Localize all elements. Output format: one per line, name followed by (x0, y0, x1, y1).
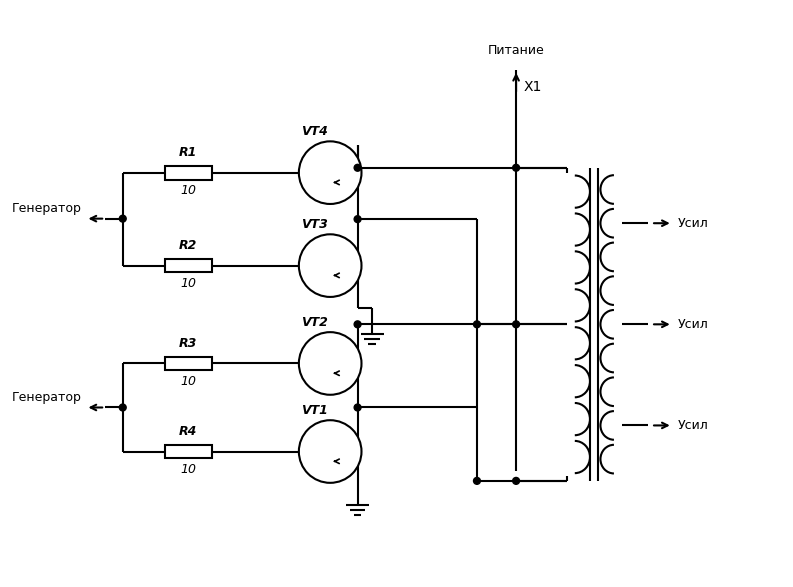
Bar (165, 445, 212, 458)
Circle shape (119, 404, 126, 411)
Circle shape (473, 321, 481, 328)
Text: VT1: VT1 (301, 404, 328, 417)
Circle shape (299, 141, 362, 204)
Circle shape (299, 420, 362, 483)
Bar (165, 166, 212, 180)
Text: Питание: Питание (488, 44, 545, 57)
Circle shape (512, 164, 519, 171)
Text: VT3: VT3 (301, 218, 328, 231)
Text: Генератор: Генератор (12, 203, 82, 215)
Text: Генератор: Генератор (12, 391, 82, 404)
Bar (165, 259, 212, 272)
Circle shape (354, 404, 361, 411)
Circle shape (473, 477, 481, 484)
Circle shape (354, 164, 361, 171)
Circle shape (299, 332, 362, 395)
Text: R2: R2 (179, 239, 197, 252)
Text: Усил: Усил (677, 419, 708, 432)
Text: 10: 10 (180, 375, 197, 388)
Text: 10: 10 (180, 184, 197, 197)
Text: Усил: Усил (677, 217, 708, 230)
Circle shape (119, 215, 126, 222)
Text: VT2: VT2 (301, 316, 328, 329)
Text: VT4: VT4 (301, 126, 328, 139)
Text: R1: R1 (179, 146, 197, 159)
Text: R4: R4 (179, 425, 197, 438)
Bar (165, 357, 212, 370)
Circle shape (512, 321, 519, 328)
Circle shape (354, 215, 361, 222)
Text: X1: X1 (524, 80, 542, 93)
Text: 10: 10 (180, 463, 197, 476)
Text: R3: R3 (179, 337, 197, 350)
Text: Усил: Усил (677, 318, 708, 331)
Circle shape (512, 477, 519, 484)
Circle shape (299, 234, 362, 297)
Circle shape (354, 321, 361, 328)
Text: 10: 10 (180, 277, 197, 291)
